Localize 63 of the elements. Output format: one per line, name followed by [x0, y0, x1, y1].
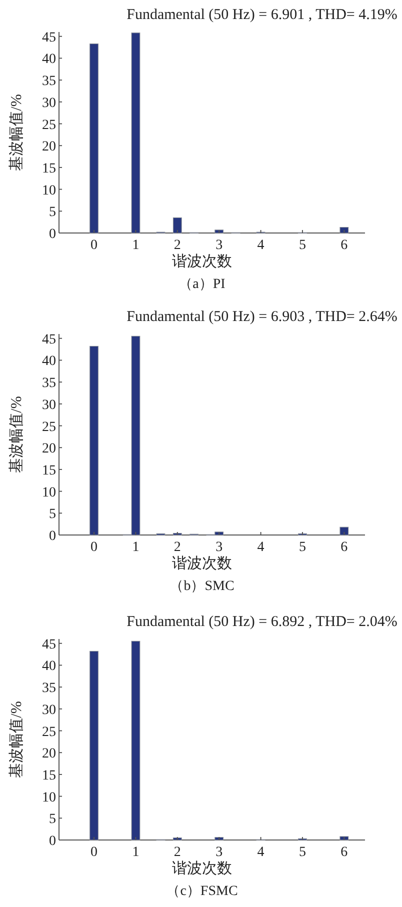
y-tick-label: 5 [49, 812, 56, 828]
x-tick-label: 5 [298, 540, 306, 555]
y-tick-label: 15 [42, 161, 56, 176]
y-tick-label: 45 [42, 30, 56, 46]
y-tick-label: 40 [42, 659, 56, 674]
x-tick-label: 6 [340, 845, 348, 860]
y-tick-label: 20 [42, 746, 56, 762]
x-tick-label: 1 [132, 238, 140, 253]
text: （b）SMC [170, 579, 234, 594]
x-tick-label: 0 [90, 845, 98, 860]
y-tick-label: 10 [42, 485, 56, 500]
x-tick-label: 6 [340, 540, 348, 555]
chart-title: Fundamental (50 Hz) = 6.901 , THD= 4.19% [126, 7, 398, 23]
y-tick-label: 25 [42, 724, 56, 740]
x-axis-title: 谐波次数 [172, 860, 232, 877]
x-tick-label: 3 [216, 845, 223, 860]
x-tick-label: 5 [298, 238, 306, 253]
x-tick-label: 4 [257, 540, 264, 555]
x-tick-label: 4 [257, 238, 264, 253]
y-tick-label: 25 [42, 118, 56, 133]
chart-title: Fundamental (50 Hz) = 6.892 , THD= 2.04% [126, 614, 398, 630]
x-tick-label: 3 [216, 540, 223, 555]
y-tick-label: 15 [42, 768, 56, 784]
x-tick-label: 2 [174, 238, 181, 253]
y-tick-label: 30 [42, 398, 56, 413]
y-tick-label: 45 [42, 332, 56, 348]
y-tick-label: 10 [42, 183, 56, 198]
x-tick-label: 2 [174, 540, 181, 555]
y-tick-label: 10 [42, 790, 56, 806]
x-tick-label: 3 [216, 238, 223, 253]
y-tick-label: 35 [42, 74, 56, 90]
x-tick-label: 1 [132, 845, 140, 860]
x-axis-title: 谐波次数 [172, 555, 232, 572]
text: （c）FSMC [166, 884, 238, 899]
y-tick-label: 25 [42, 420, 56, 435]
y-tick-label: 5 [49, 507, 56, 522]
x-tick-label: 4 [257, 845, 264, 860]
y-tick-label: 45 [42, 637, 56, 652]
y-tick-label: 0 [49, 529, 56, 544]
y-tick-label: 0 [49, 834, 56, 849]
text: （a）PI [178, 277, 226, 292]
y-tick-label: 40 [42, 52, 56, 68]
x-axis-title: 谐波次数 [172, 253, 232, 270]
y-tick-label: 30 [42, 702, 56, 718]
y-tick-label: 15 [42, 463, 56, 478]
y-axis-title: 基波幅值/% [8, 701, 25, 778]
x-tick-label: 0 [90, 238, 98, 253]
x-tick-label: 6 [340, 238, 348, 253]
x-tick-label: 5 [298, 845, 306, 860]
y-tick-label: 30 [42, 96, 56, 111]
chart-title: Fundamental (50 Hz) = 6.903 , THD= 2.64% [126, 309, 398, 325]
x-tick-label: 2 [174, 845, 181, 860]
y-tick-label: 35 [42, 681, 56, 696]
y-tick-label: 20 [42, 140, 56, 155]
y-tick-label: 20 [42, 442, 56, 457]
y-tick-label: 35 [42, 376, 56, 392]
x-tick-label: 1 [132, 540, 140, 555]
y-tick-label: 40 [42, 354, 56, 370]
y-axis-title: 基波幅值/% [8, 396, 25, 473]
x-tick-label: 0 [90, 540, 98, 555]
y-axis-title: 基波幅值/% [8, 94, 25, 171]
y-tick-label: 5 [49, 205, 56, 220]
y-tick-label: 0 [49, 227, 56, 242]
